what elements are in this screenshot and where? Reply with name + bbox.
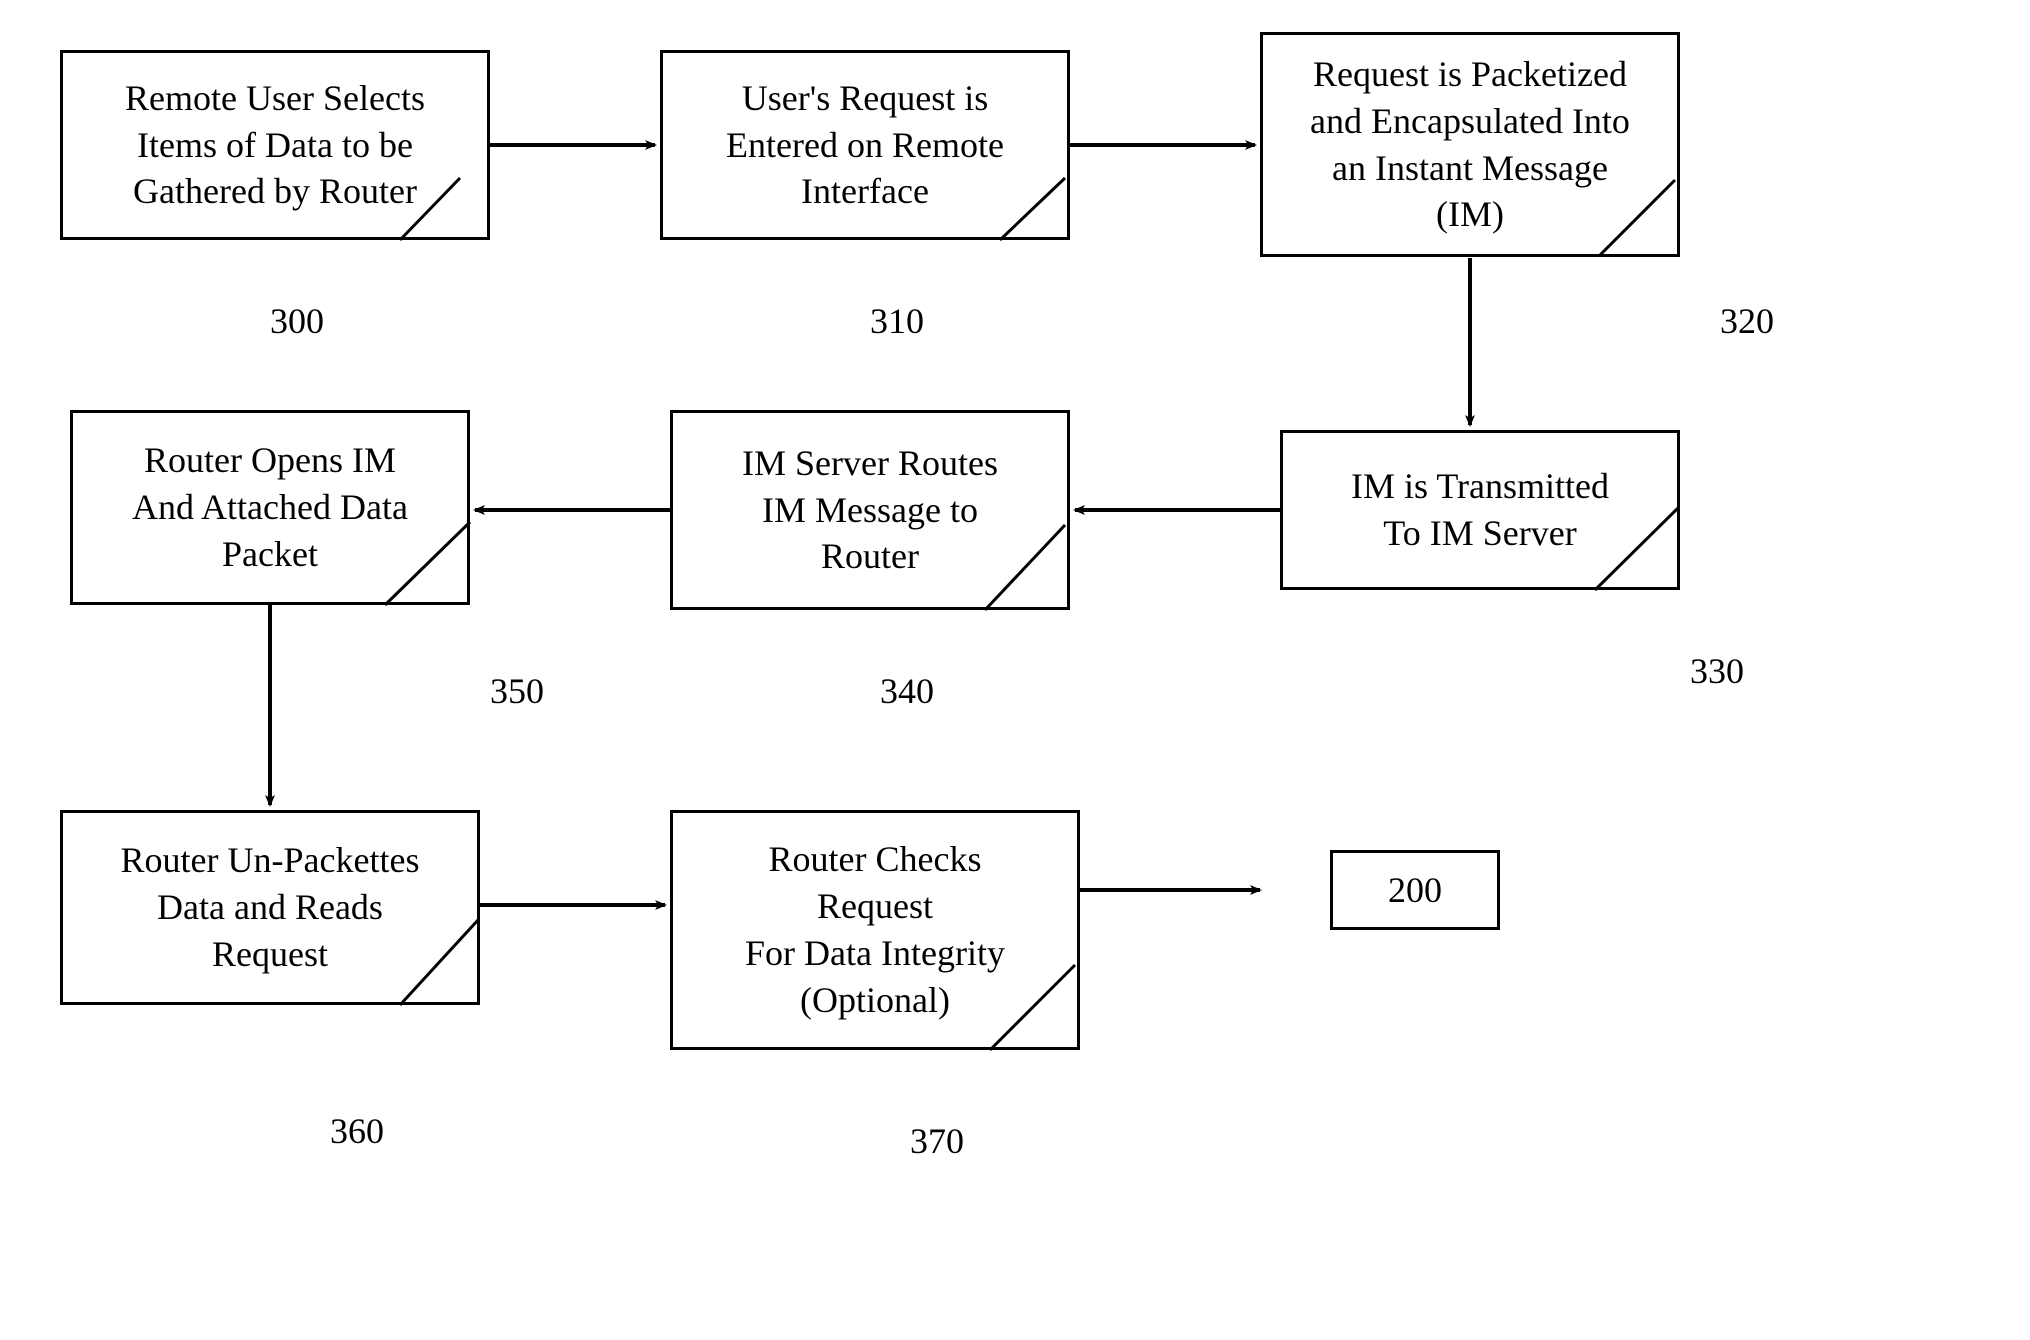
ref-label-370: 370	[910, 1120, 964, 1162]
ref-label-310: 310	[870, 300, 924, 342]
node-text: IM Server Routes IM Message to Router	[742, 440, 998, 580]
node-n320: Request is Packetized and Encapsulated I…	[1260, 32, 1680, 257]
node-text: Router Un-Packettes Data and Reads Reque…	[121, 837, 420, 977]
node-n360: Router Un-Packettes Data and Reads Reque…	[60, 810, 480, 1005]
node-n300: Remote User Selects Items of Data to be …	[60, 50, 490, 240]
node-n350: Router Opens IM And Attached Data Packet	[70, 410, 470, 605]
node-text: Request is Packetized and Encapsulated I…	[1310, 51, 1630, 238]
node-text: Router Checks Request For Data Integrity…	[745, 836, 1005, 1023]
ref-label-320: 320	[1720, 300, 1774, 342]
ref-label-330: 330	[1690, 650, 1744, 692]
node-text: 200	[1388, 867, 1442, 914]
node-n310: User's Request is Entered on Remote Inte…	[660, 50, 1070, 240]
node-n200: 200	[1330, 850, 1500, 930]
ref-label-300: 300	[270, 300, 324, 342]
node-text: Router Opens IM And Attached Data Packet	[132, 437, 408, 577]
node-n340: IM Server Routes IM Message to Router	[670, 410, 1070, 610]
node-n370: Router Checks Request For Data Integrity…	[670, 810, 1080, 1050]
ref-label-340: 340	[880, 670, 934, 712]
ref-label-350: 350	[490, 670, 544, 712]
flowchart-canvas: Remote User Selects Items of Data to be …	[0, 0, 2030, 1340]
node-n330: IM is Transmitted To IM Server	[1280, 430, 1680, 590]
node-text: User's Request is Entered on Remote Inte…	[726, 75, 1004, 215]
node-text: Remote User Selects Items of Data to be …	[125, 75, 425, 215]
node-text: IM is Transmitted To IM Server	[1351, 463, 1609, 557]
ref-label-360: 360	[330, 1110, 384, 1152]
